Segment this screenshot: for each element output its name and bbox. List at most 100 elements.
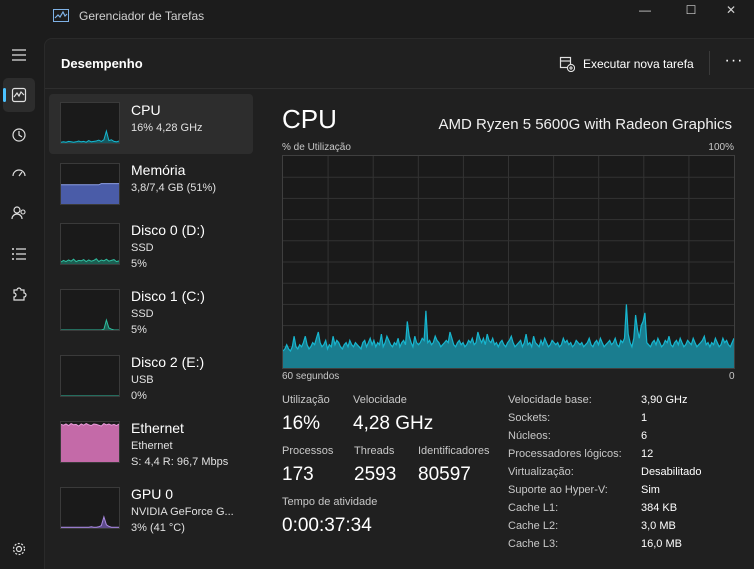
nav-settings[interactable] bbox=[3, 532, 35, 566]
device-item-disco-0[interactable]: Disco 0 (D:) SSD 5% bbox=[49, 214, 253, 274]
nav-users[interactable] bbox=[3, 196, 35, 230]
handles-value: 80597 bbox=[418, 464, 471, 485]
speed-value: 4,28 GHz bbox=[353, 413, 434, 434]
info-key: Cache L1: bbox=[508, 502, 559, 514]
uptime-label: Tempo de atividade bbox=[282, 496, 378, 508]
close-icon: ✕ bbox=[725, 3, 737, 17]
info-value: 6 bbox=[641, 430, 648, 442]
info-value: 12 bbox=[641, 448, 654, 460]
info-value: 16,0 MB bbox=[641, 538, 682, 550]
device-detail: 3,8/7,4 GB (51%) bbox=[131, 182, 216, 194]
device-thumbnail-graph bbox=[60, 421, 120, 463]
device-item-disco-1[interactable]: Disco 1 (C:) SSD 5% bbox=[49, 280, 253, 340]
device-thumbnail-graph bbox=[60, 223, 120, 265]
nav-services[interactable] bbox=[3, 277, 35, 311]
list-icon bbox=[12, 248, 26, 260]
info-key: Cache L3: bbox=[508, 538, 559, 550]
threads-value: 2593 bbox=[354, 464, 397, 485]
info-value: Sim bbox=[641, 484, 660, 496]
graph-ylabel: % de Utilização bbox=[282, 142, 351, 153]
info-value: 3,90 GHz bbox=[641, 394, 688, 406]
cpu-area bbox=[283, 304, 734, 368]
device-thumbnail-graph bbox=[60, 487, 120, 529]
device-thumbnail-graph bbox=[60, 163, 120, 205]
graph-xlabel: 60 segundos bbox=[282, 371, 340, 382]
utilization-label: Utilização bbox=[282, 394, 330, 406]
more-options-button[interactable]: ··· bbox=[719, 51, 749, 75]
info-key: Núcleos: bbox=[508, 430, 551, 442]
processes-label: Processos bbox=[282, 445, 334, 457]
page-header: Desempenho Executar nova tarefa ··· bbox=[45, 39, 754, 89]
info-key: Suporte ao Hyper-V: bbox=[508, 484, 608, 496]
puzzle-icon bbox=[13, 287, 27, 301]
close-button[interactable]: ✕ bbox=[708, 0, 754, 20]
device-detail: NVIDIA GeForce G... bbox=[131, 506, 234, 518]
maximize-button[interactable]: ☐ bbox=[668, 0, 714, 20]
device-detail: 0% bbox=[131, 390, 147, 402]
info-value: 3,0 MB bbox=[641, 520, 676, 532]
device-item-memria[interactable]: Memória 3,8/7,4 GB (51%) bbox=[49, 154, 253, 214]
more-icon: ··· bbox=[724, 52, 744, 69]
run-new-task-label: Executar nova tarefa bbox=[583, 57, 694, 71]
device-name: GPU 0 bbox=[131, 486, 174, 502]
device-name: Disco 0 (D:) bbox=[131, 222, 205, 238]
cpu-line bbox=[282, 304, 735, 353]
device-thumbnail-graph bbox=[60, 355, 120, 397]
device-detail: USB bbox=[131, 374, 154, 386]
device-thumbnail-graph bbox=[60, 289, 120, 331]
info-key: Virtualização: bbox=[508, 466, 574, 478]
speedometer-icon bbox=[12, 169, 26, 177]
device-item-disco-2[interactable]: Disco 2 (E:) USB 0% bbox=[49, 346, 253, 406]
users-icon bbox=[11, 206, 26, 220]
nav-performance[interactable] bbox=[3, 78, 35, 112]
device-detail: SSD bbox=[131, 308, 154, 320]
device-name: Disco 1 (C:) bbox=[131, 288, 205, 304]
device-item-gpu[interactable]: GPU 0 NVIDIA GeForce G... 3% (41 °C) bbox=[49, 478, 253, 538]
nav-startup[interactable] bbox=[3, 156, 35, 190]
run-new-task-button[interactable]: Executar nova tarefa bbox=[559, 54, 694, 74]
nav-app-history[interactable] bbox=[3, 118, 35, 152]
device-detail: 5% bbox=[131, 258, 147, 270]
device-detail: SSD bbox=[131, 242, 154, 254]
device-name: Ethernet bbox=[131, 420, 184, 436]
device-detail: 5% bbox=[131, 324, 147, 336]
device-name: Disco 2 (E:) bbox=[131, 354, 205, 370]
maximize-icon: ☐ bbox=[685, 3, 697, 17]
info-key: Velocidade base: bbox=[508, 394, 592, 406]
history-icon bbox=[12, 128, 26, 142]
device-name: CPU bbox=[131, 102, 161, 118]
device-name: Memória bbox=[131, 162, 186, 178]
utilization-value: 16% bbox=[282, 413, 321, 434]
minimize-button[interactable]: — bbox=[622, 0, 668, 20]
uptime-value: 0:00:37:34 bbox=[282, 515, 372, 536]
graph-xmin: 0 bbox=[729, 371, 735, 382]
processes-value: 173 bbox=[282, 464, 314, 485]
info-key: Cache L2: bbox=[508, 520, 559, 532]
device-detail: S: 4,4 R: 96,7 Mbps bbox=[131, 456, 229, 468]
speed-label: Velocidade bbox=[353, 394, 407, 406]
device-item-ethernet[interactable]: Ethernet Ethernet S: 4,4 R: 96,7 Mbps bbox=[49, 412, 253, 472]
window-title: Gerenciador de Tarefas bbox=[79, 9, 205, 23]
processor-name: AMD Ryzen 5 5600G with Radeon Graphics bbox=[438, 116, 732, 133]
nav-hamburger-button[interactable] bbox=[3, 38, 35, 72]
task-manager-app-icon bbox=[53, 9, 69, 22]
device-detail: 3% (41 °C) bbox=[131, 522, 185, 534]
nav-rail bbox=[0, 34, 38, 569]
device-thumbnail-graph bbox=[60, 102, 120, 144]
device-detail: Ethernet bbox=[131, 440, 173, 452]
device-detail: 16% 4,28 GHz bbox=[131, 122, 203, 134]
info-key: Sockets: bbox=[508, 412, 551, 424]
info-value: 1 bbox=[641, 412, 648, 424]
active-indicator bbox=[3, 88, 6, 102]
performance-icon bbox=[11, 87, 27, 103]
threads-label: Threads bbox=[354, 445, 395, 457]
nav-details[interactable] bbox=[3, 237, 35, 271]
info-value: 384 KB bbox=[641, 502, 678, 514]
header-divider bbox=[709, 51, 710, 75]
minimize-icon: — bbox=[639, 3, 651, 17]
new-task-icon bbox=[559, 56, 575, 72]
title-bar: Gerenciador de Tarefas — ☐ ✕ bbox=[0, 0, 754, 34]
device-item-cpu[interactable]: CPU 16% 4,28 GHz bbox=[49, 94, 253, 154]
resource-title: CPU bbox=[282, 104, 337, 134]
page-title: Desempenho bbox=[61, 56, 143, 71]
